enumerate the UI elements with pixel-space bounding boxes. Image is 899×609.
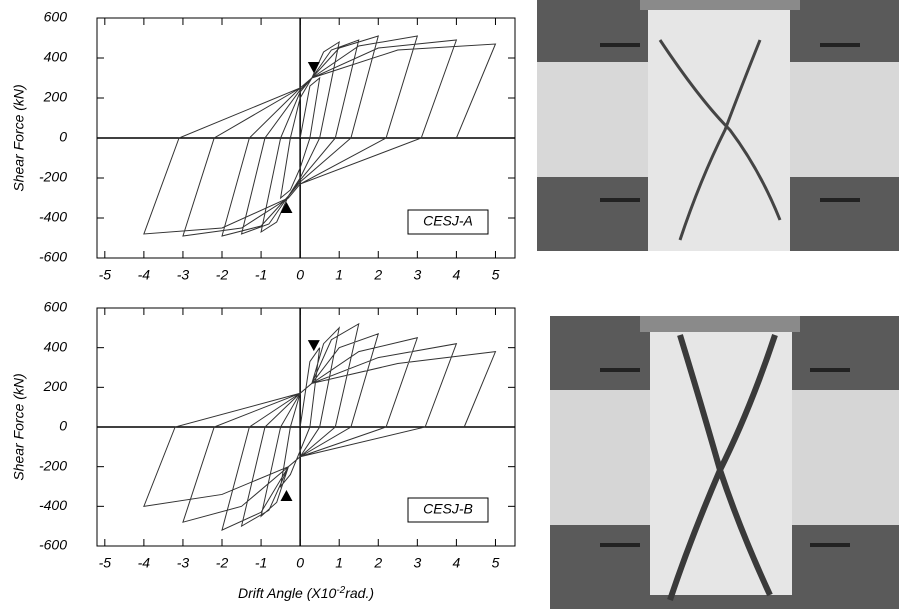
x-tick-label: 1 — [335, 555, 343, 571]
yield-marker — [307, 340, 320, 352]
y-axis-label: Shear Force (kN) — [11, 84, 27, 191]
y-tick-label: 0 — [59, 129, 67, 145]
y-tick-label: -400 — [39, 497, 67, 513]
x-tick-label: 1 — [335, 267, 343, 283]
x-tick-label: 2 — [373, 555, 382, 571]
y-tick-label: 200 — [43, 89, 68, 105]
x-axis-label-part: rad.) — [345, 585, 374, 601]
x-tick-label: -2 — [216, 555, 229, 571]
annotation-box — [407, 497, 489, 523]
y-tick-label: -600 — [39, 537, 67, 553]
photo-a — [537, 0, 899, 251]
yield-marker — [307, 62, 320, 73]
annotation: CESJ-B — [423, 501, 473, 517]
yield-marker — [280, 490, 293, 502]
x-axis-label-part: Drift Angle (X10 — [238, 585, 337, 601]
y-tick-label: 400 — [44, 338, 68, 354]
x-tick-label: -1 — [255, 267, 267, 283]
x-tick-label: -4 — [138, 267, 151, 283]
x-axis-label: Drift Angle (X10-2rad.) — [238, 585, 374, 602]
y-tick-label: -600 — [39, 249, 67, 265]
x-tick-label: 0 — [296, 267, 304, 283]
x-tick-label: 3 — [413, 267, 421, 283]
y-tick-label: 400 — [44, 49, 68, 65]
x-tick-label: -3 — [177, 555, 190, 571]
x-tick-label: 5 — [492, 555, 500, 571]
x-tick-label: -4 — [138, 555, 151, 571]
x-axis-label-part: -2 — [336, 585, 345, 596]
yield-marker — [280, 202, 293, 213]
annotation: CESJ-A — [423, 213, 473, 229]
y-tick-label: 200 — [43, 378, 68, 394]
hysteresis-line — [143, 35, 497, 237]
x-tick-label: -2 — [216, 267, 229, 283]
x-tick-label: 4 — [453, 555, 461, 571]
y-tick-label: 600 — [44, 9, 68, 25]
x-tick-label: -5 — [99, 267, 112, 283]
y-tick-label: 0 — [59, 418, 67, 434]
y-tick-label: -400 — [39, 209, 67, 225]
x-tick-label: 3 — [413, 555, 421, 571]
x-tick-label: 4 — [453, 267, 461, 283]
hysteresis-line — [143, 322, 497, 532]
y-tick-label: 600 — [44, 299, 68, 315]
x-tick-label: 2 — [373, 267, 382, 283]
annotation-box — [407, 209, 489, 235]
y-tick-label: -200 — [39, 457, 67, 473]
x-tick-label: -5 — [99, 555, 112, 571]
y-tick-label: -200 — [39, 169, 67, 185]
x-tick-label: 0 — [296, 555, 304, 571]
y-axis-label: Shear Force (kN) — [11, 373, 27, 480]
x-tick-label: -3 — [177, 267, 190, 283]
x-tick-label: -1 — [255, 555, 267, 571]
photo-b — [550, 316, 899, 609]
x-tick-label: 5 — [492, 267, 500, 283]
